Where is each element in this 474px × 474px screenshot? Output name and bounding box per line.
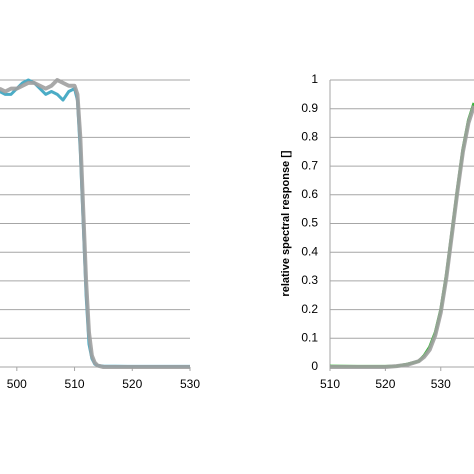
y-tick-label: 0.1 xyxy=(301,330,318,344)
y-tick-label: 0 xyxy=(311,359,318,373)
series-line xyxy=(330,105,474,369)
x-tick-label: 520 xyxy=(375,377,395,391)
y-tick-label: 0.6 xyxy=(301,187,318,201)
x-tick-label: 510 xyxy=(65,377,85,391)
x-tick-label: 530 xyxy=(180,377,200,391)
chart: 0 0.1 0.2 0.3 0.4 0.5 0.6 0.7 0.8 0.9 1 510 520 530 re… xyxy=(280,72,474,391)
series-line xyxy=(0,78,190,369)
y-tick-label: 1 xyxy=(311,72,318,86)
chart: 00.10.20.30.40.50.60.70.80.9150051052053… xyxy=(0,78,200,391)
y-tick-label: 0.2 xyxy=(301,302,318,316)
y-tick-label: 0.8 xyxy=(301,130,318,144)
x-tick-label: 520 xyxy=(122,377,142,391)
y-tick-label: 0.9 xyxy=(301,101,318,115)
x-tick-label: 500 xyxy=(7,377,27,391)
y-axis-label: relative spectral response [] xyxy=(280,150,292,296)
y-tick-label: 0.3 xyxy=(301,273,318,287)
x-tick-label: 510 xyxy=(320,377,340,391)
y-tick-label: 0.4 xyxy=(301,244,318,258)
y-tick-label: 0.7 xyxy=(301,158,318,172)
y-tick-label: 0.5 xyxy=(301,216,318,230)
x-tick-label: 530 xyxy=(431,377,451,391)
